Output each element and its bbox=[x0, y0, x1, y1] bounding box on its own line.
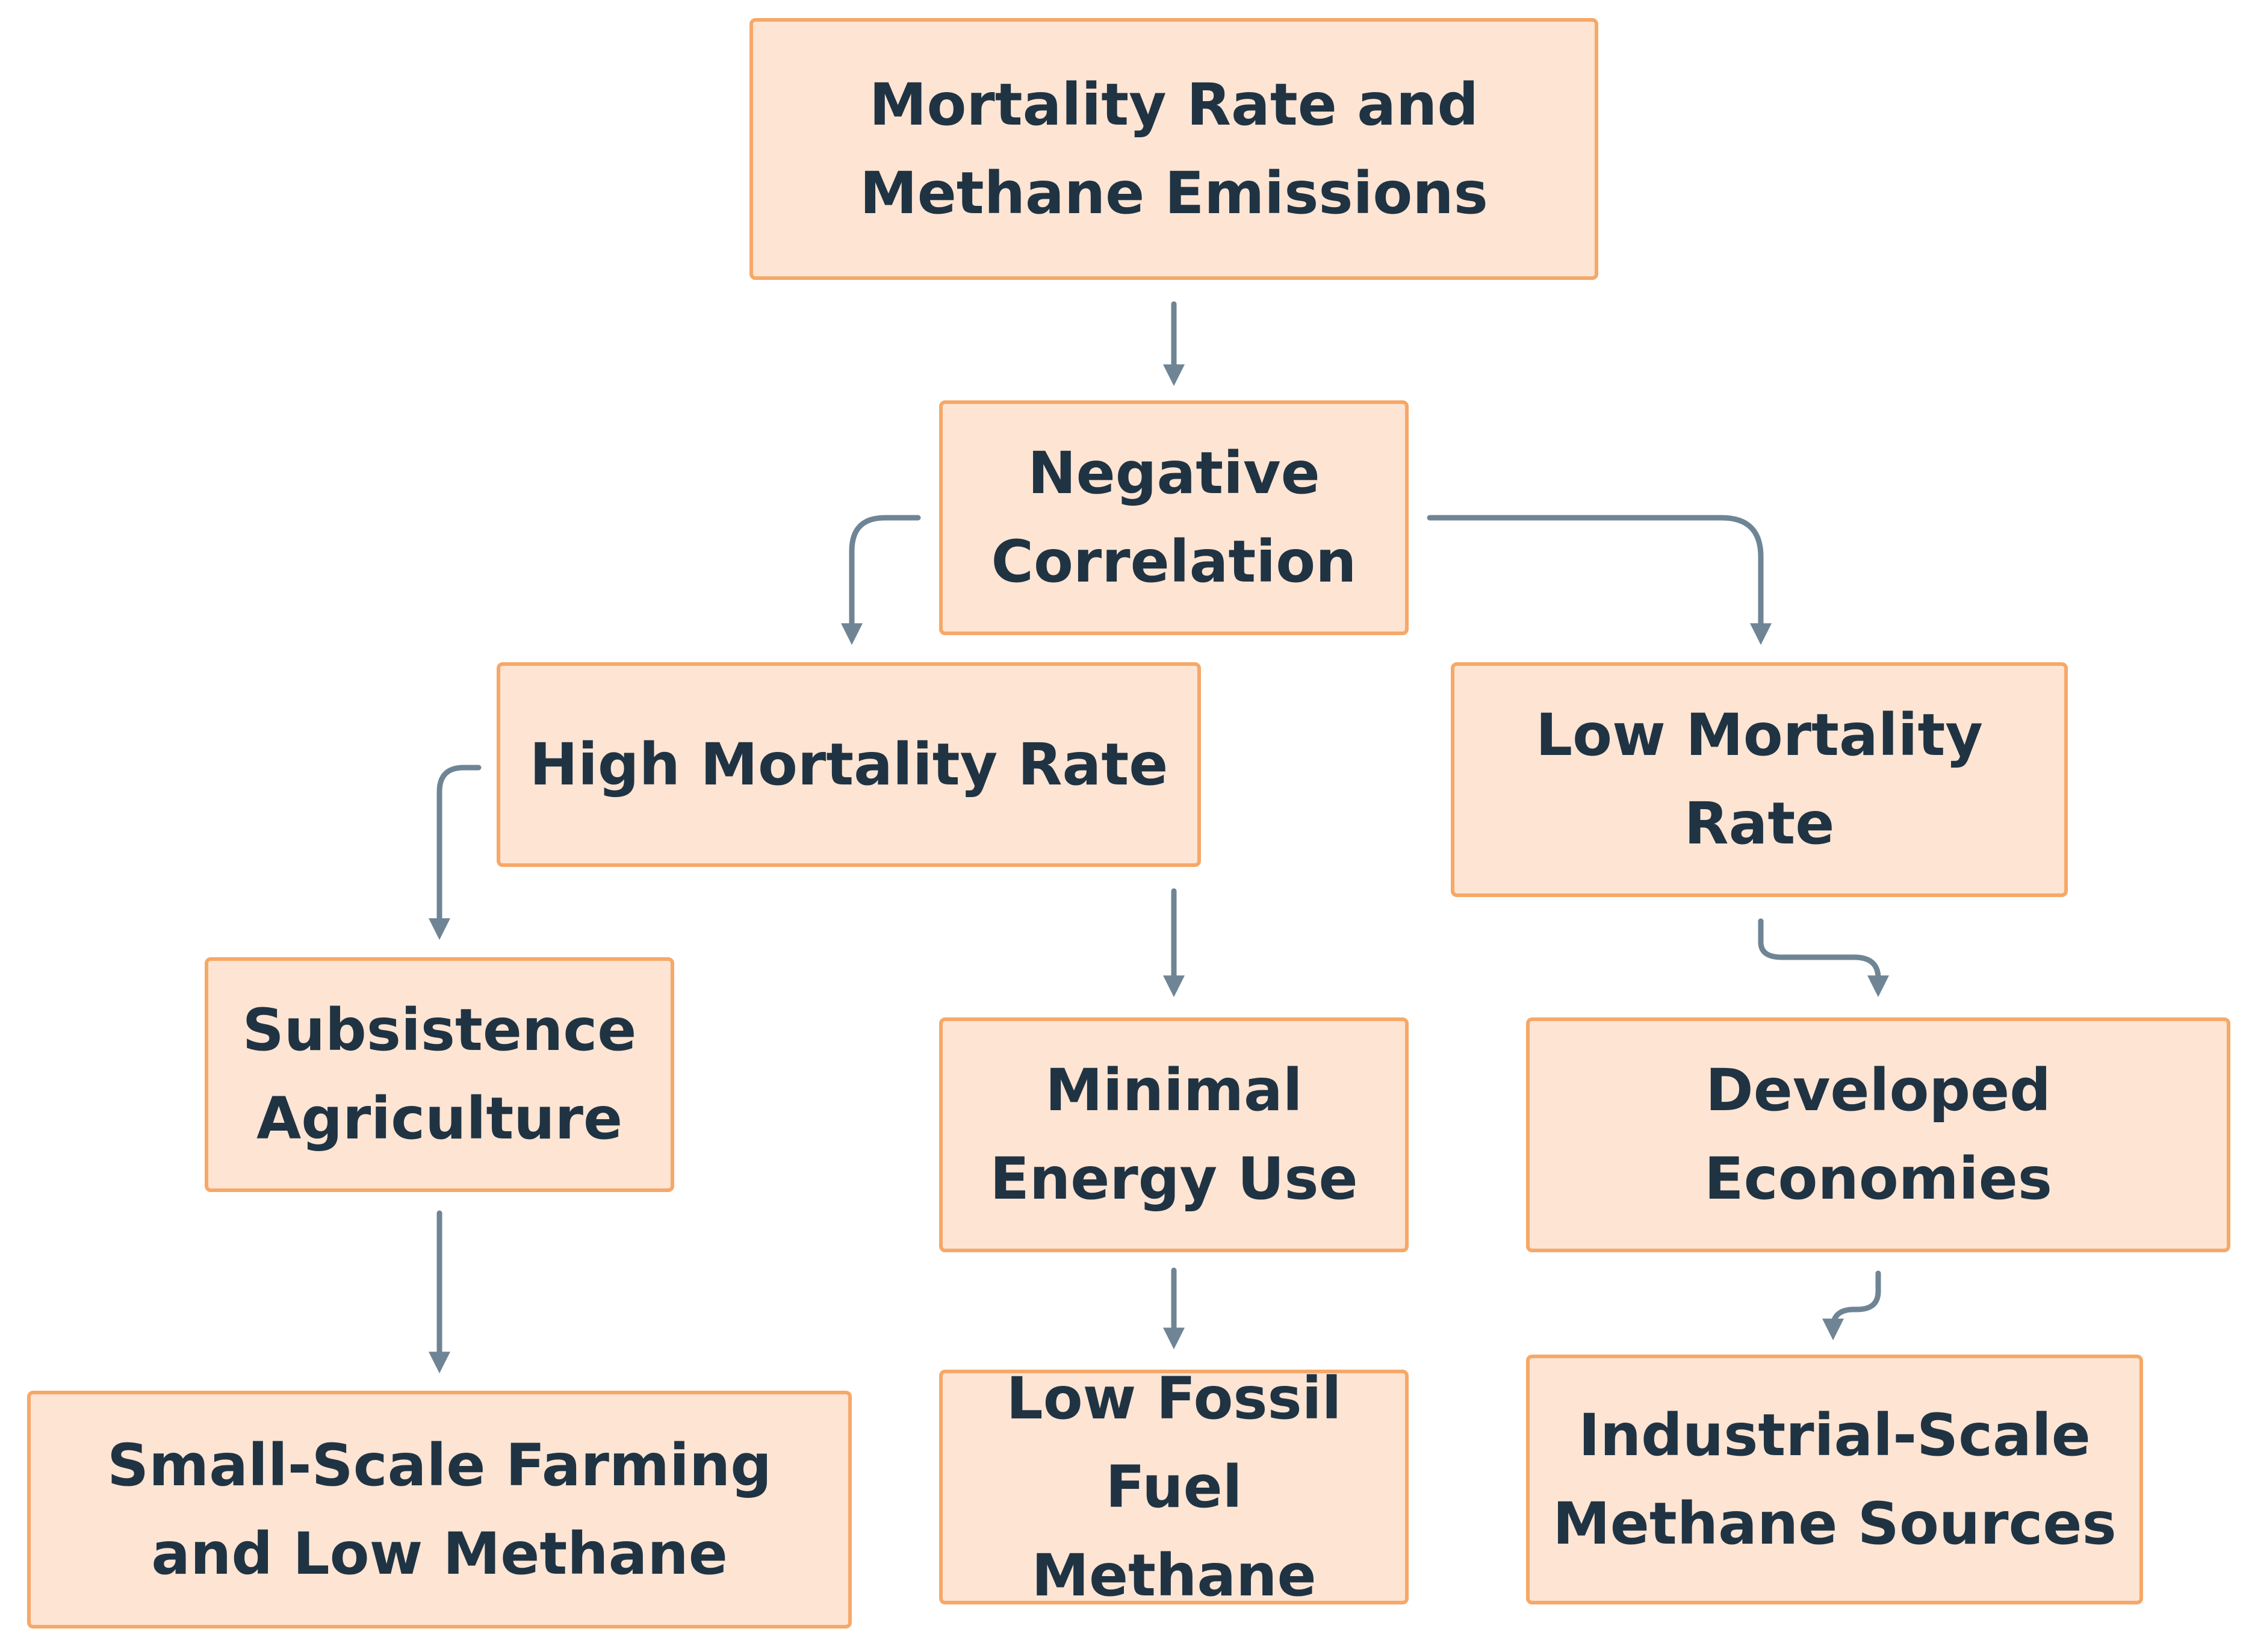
node-subsistence-agriculture-label: Subsistence Agriculture bbox=[242, 996, 637, 1152]
node-developed-economies-label: Developed Economies bbox=[1704, 1057, 2052, 1213]
arrow-high-mortality-to-subsistence bbox=[429, 765, 482, 940]
node-industrial-scale-methane-label: Industrial-Scale Methane Sources bbox=[1553, 1401, 2117, 1557]
node-subsistence-agriculture: Subsistence Agriculture bbox=[205, 957, 674, 1192]
node-developed-economies: Developed Economies bbox=[1526, 1017, 2230, 1252]
node-low-fossil-fuel-methane-label: Low Fossil Fuel Methane bbox=[1006, 1364, 1342, 1609]
node-low-fossil-fuel-methane: Low Fossil Fuel Methane bbox=[939, 1365, 1409, 1609]
node-negative-correlation: Negative Correlation bbox=[939, 400, 1409, 635]
arrow-correlation-to-low-mortality bbox=[1427, 515, 1772, 645]
node-small-scale-farming: Small-Scale Farming and Low Methane bbox=[27, 1391, 852, 1629]
node-minimal-energy-use: Minimal Energy Use bbox=[939, 1017, 1409, 1252]
node-low-mortality-rate: Low Mortality Rate bbox=[1451, 662, 2068, 897]
node-small-scale-farming-label: Small-Scale Farming and Low Methane bbox=[107, 1431, 772, 1588]
node-low-mortality-rate-label: Low Mortality Rate bbox=[1535, 701, 1983, 857]
node-high-mortality-rate: High Mortality Rate bbox=[497, 662, 1201, 867]
arrow-developed-to-industrial bbox=[1822, 1270, 1881, 1341]
node-root: Mortality Rate and Methane Emissions bbox=[749, 18, 1598, 280]
node-minimal-energy-use-label: Minimal Energy Use bbox=[990, 1057, 1358, 1213]
arrow-correlation-to-high-mortality bbox=[841, 515, 921, 645]
arrow-low-mortality-to-developed bbox=[1758, 918, 1889, 998]
node-root-label: Mortality Rate and Methane Emissions bbox=[860, 70, 1488, 227]
node-industrial-scale-methane: Industrial-Scale Methane Sources bbox=[1526, 1355, 2143, 1604]
node-high-mortality-rate-label: High Mortality Rate bbox=[529, 730, 1168, 798]
node-negative-correlation-label: Negative Correlation bbox=[991, 439, 1357, 595]
